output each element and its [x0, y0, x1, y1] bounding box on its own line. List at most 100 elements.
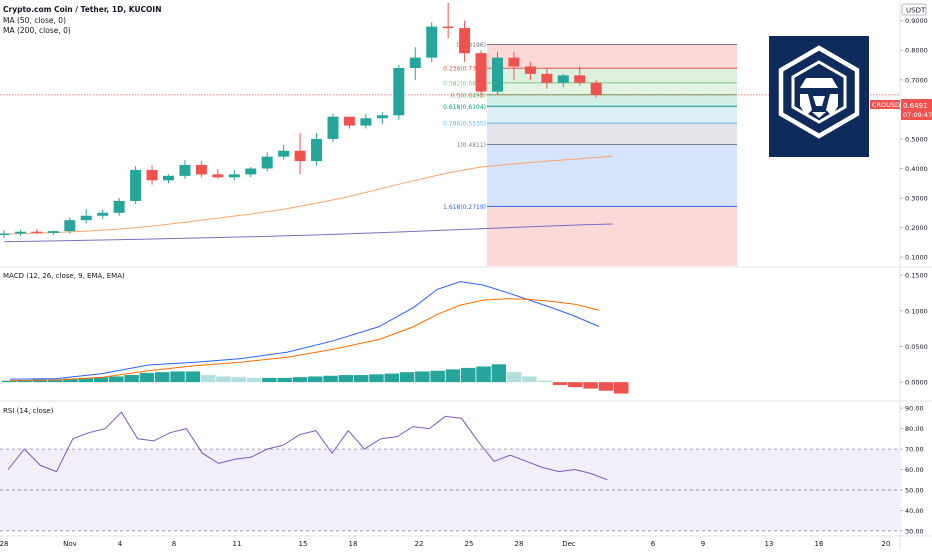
- candle-body: [228, 174, 240, 178]
- fib-level-label: 0.236(0.7392): [443, 66, 486, 73]
- macd-histogram-bar: [308, 376, 323, 383]
- macd-histogram-bar: [430, 370, 445, 383]
- rsi-legend[interactable]: RSI (14, close): [3, 407, 54, 415]
- price-tag-symbol: CROUSDT: [872, 101, 904, 109]
- macd-histogram-bar: [614, 382, 629, 394]
- time-tick-label: 11: [233, 540, 242, 548]
- candle-body: [278, 150, 290, 157]
- macd-histogram-bar: [216, 376, 231, 383]
- candle-body: [590, 82, 602, 95]
- fib-zone: [487, 44, 737, 69]
- candle-body: [64, 220, 76, 232]
- price-tick-label: 0.2000: [905, 224, 928, 232]
- fibonacci-retracement[interactable]: 0(0.8196) 0.236(0.7392) 0.382(0.6895) 0.5(0…: [443, 42, 737, 266]
- ma50-legend[interactable]: MA (50, close, 0): [3, 16, 66, 25]
- rsi-tick-label: 90.00: [905, 405, 924, 413]
- time-tick-label: 15: [299, 540, 308, 548]
- symbol-title[interactable]: Crypto.com Coin / Tether, 1D, KUCOIN: [3, 5, 162, 14]
- time-tick-label: 6: [651, 540, 656, 548]
- candle-body: [442, 26, 454, 29]
- candle-body: [409, 57, 421, 68]
- macd-histogram-bar: [109, 376, 124, 383]
- axes: 0.90000.80000.70000.60000.50000.40000.30…: [0, 17, 928, 548]
- candle-body: [426, 26, 438, 58]
- macd-legend[interactable]: MACD (12, 26, close, 9, EMA, EMA): [3, 272, 125, 280]
- candle-body: [475, 53, 487, 92]
- fib-zone: [487, 82, 737, 95]
- ma50-line: [4, 155, 613, 235]
- macd-histogram-bar: [537, 380, 552, 383]
- macd-histogram-bar: [461, 367, 476, 383]
- macd-histogram-bar: [63, 378, 78, 383]
- candle-body: [195, 164, 207, 175]
- candle-body: [294, 150, 306, 162]
- macd-histogram-bar: [415, 371, 430, 383]
- candle-body: [492, 57, 503, 92]
- ma200-legend[interactable]: MA (200, close, 0): [3, 26, 71, 35]
- currency-button[interactable]: [901, 3, 927, 16]
- fib-level-label: 0.618(0.6104): [443, 104, 486, 111]
- crypto-com-logo: [769, 36, 869, 157]
- rsi-tick-label: 70.00: [905, 446, 924, 454]
- macd-histogram-bar: [78, 377, 93, 383]
- macd-histogram-bar: [399, 372, 415, 383]
- macd-histogram-bar: [17, 380, 32, 383]
- candle-body: [80, 215, 92, 221]
- candle-body: [47, 231, 59, 233]
- candle-body: [360, 118, 372, 126]
- price-tag-price: 0.6491: [903, 102, 928, 110]
- rsi-tick-label: 50.00: [905, 486, 924, 494]
- candle-body: [393, 67, 405, 116]
- macd-tick-label: 0.1000: [905, 307, 928, 315]
- macd-histogram-bar: [200, 375, 216, 383]
- fib-zone: [487, 123, 737, 145]
- price-tick-label: 0.5000: [905, 135, 928, 143]
- macd-histogram-bar: [476, 366, 491, 383]
- fib-zone: [487, 68, 737, 83]
- candle-body: [508, 57, 520, 67]
- time-tick-label: 8: [172, 540, 176, 548]
- candle-body: [557, 75, 569, 83]
- macd-histogram-bar: [139, 372, 155, 383]
- macd-tick-label: 0.0000: [905, 379, 928, 387]
- macd-histogram-bar: [262, 377, 277, 383]
- macd-histogram-bar: [491, 364, 507, 383]
- fib-level-label: 1(0.4811): [457, 142, 487, 149]
- price-tick-label: 0.8000: [905, 47, 928, 55]
- time-tick-label: 4: [118, 540, 123, 548]
- candle-body: [343, 116, 355, 126]
- fib-level-label: 0.382(0.6895): [443, 80, 486, 87]
- time-tick-label: 28: [0, 540, 8, 548]
- candle-body: [311, 138, 323, 162]
- time-tick-label: Dec: [562, 540, 576, 548]
- fib-zone: [487, 206, 737, 266]
- price-tick-label: 0.1000: [905, 254, 928, 262]
- macd-histogram-bar: [583, 382, 598, 389]
- macd-histogram-bar: [277, 377, 292, 383]
- time-tick-label: 22: [415, 540, 424, 548]
- candle-body: [130, 169, 142, 201]
- macd-histogram-bar: [170, 371, 185, 383]
- candle-body: [524, 66, 536, 74]
- time-tick-label: 28: [515, 540, 524, 548]
- candlestick-series: [0, 2, 602, 238]
- candle-body: [376, 115, 388, 119]
- candle-body: [212, 174, 224, 178]
- rsi-tick-label: 40.00: [905, 507, 924, 515]
- rsi-tick-label: 30.00: [905, 527, 924, 535]
- macd-histogram-bar: [93, 377, 109, 383]
- time-tick-label: 18: [349, 540, 358, 548]
- macd-histogram-bar: [338, 375, 354, 383]
- candle-body: [261, 156, 273, 169]
- candle-body: [245, 168, 257, 175]
- time-tick-label: 25: [465, 540, 474, 548]
- price-tick-label: 0.3000: [905, 195, 928, 203]
- price-tag-countdown: 07:09:47: [903, 111, 932, 119]
- time-tick-label: 9: [701, 540, 705, 548]
- rsi-line: [7, 411, 608, 481]
- fib-zone: [487, 106, 737, 124]
- fib-zone: [487, 144, 737, 207]
- macd-tick-label: 0.1500: [905, 272, 928, 280]
